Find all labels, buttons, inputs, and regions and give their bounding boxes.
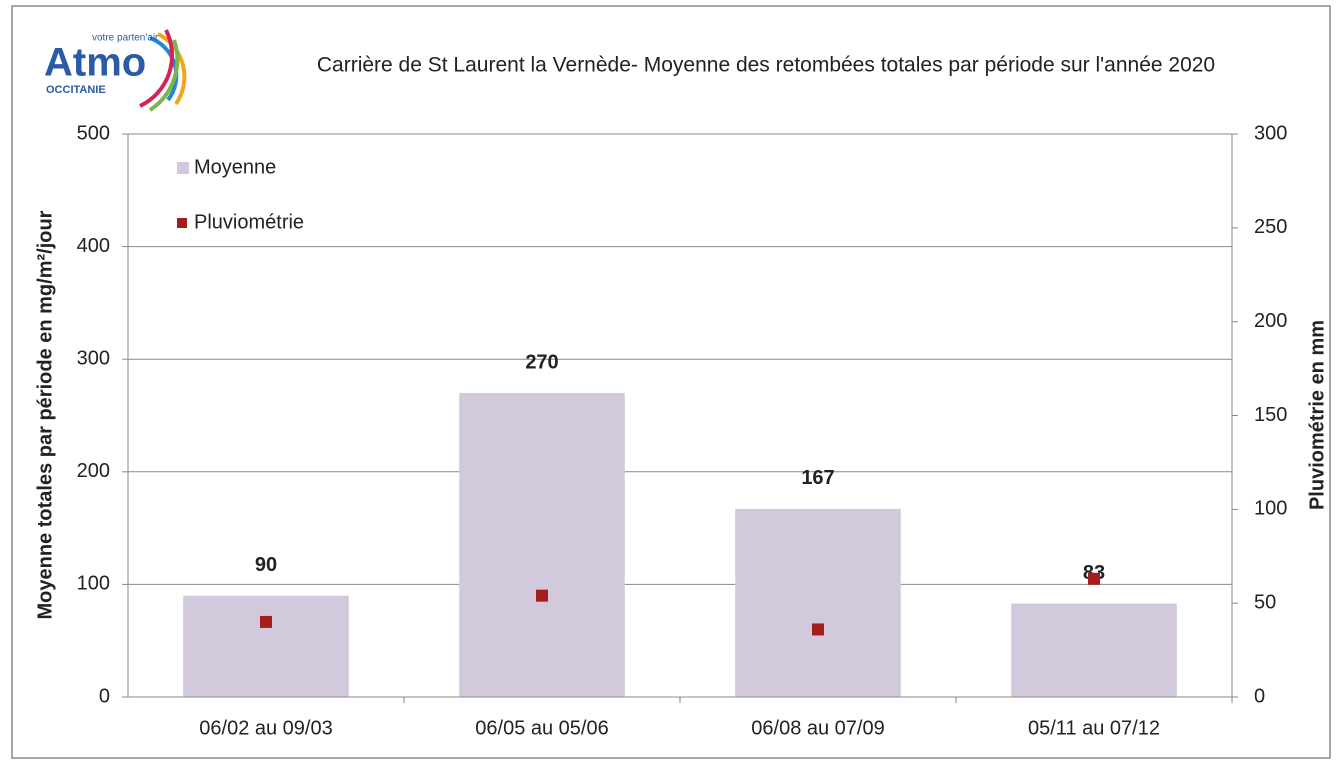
logo-name: Atmo: [44, 41, 146, 85]
bar: [183, 595, 349, 697]
y-tick-label: 400: [77, 235, 110, 257]
data-label: 270: [525, 351, 558, 373]
y2-tick-label: 250: [1254, 216, 1287, 238]
x-tick-label: 06/05 au 05/06: [475, 717, 608, 739]
marker: [1088, 572, 1100, 585]
marker: [812, 623, 824, 636]
y2-tick-label: 150: [1254, 404, 1287, 426]
y-tick-label: 200: [77, 460, 110, 482]
data-label: 90: [255, 554, 277, 576]
data-label: 167: [801, 467, 834, 489]
bar: [459, 392, 625, 697]
y2-tick-label: 50: [1254, 591, 1276, 613]
y-tick-label: 0: [99, 685, 110, 707]
x-tick-label: 06/08 au 07/09: [751, 717, 884, 739]
y-tick-label: 100: [77, 573, 110, 595]
chart-title: Carrière de St Laurent la Vernède- Moyen…: [317, 54, 1215, 77]
bar: [1011, 603, 1177, 697]
y2-tick-label: 100: [1254, 498, 1287, 520]
x-tick-label: 05/11 au 07/12: [1028, 717, 1160, 739]
bar: [735, 508, 901, 697]
logo: Atmo votre parten'air OCCITANIE: [44, 29, 187, 112]
logo-tagline: votre parten'air: [92, 33, 159, 44]
y2-axis-label: Pluviométrie en mm: [1306, 320, 1328, 510]
marker: [536, 589, 548, 602]
y2-tick-label: 0: [1254, 685, 1265, 707]
y2-tick-label: 200: [1254, 310, 1287, 332]
legend-swatch: [177, 162, 189, 174]
y2-tick-label: 300: [1254, 122, 1287, 144]
y-tick-label: 300: [77, 347, 110, 369]
y-tick-label: 500: [77, 122, 110, 144]
logo-region: OCCITANIE: [46, 84, 106, 96]
legend-label: Moyenne: [194, 156, 276, 178]
marker: [260, 615, 272, 628]
y-axis-label: Moyenne totales par période en mg/m²/jou…: [34, 210, 56, 619]
x-tick-label: 06/02 au 09/03: [199, 717, 332, 739]
legend-label: Pluviométrie: [194, 211, 304, 233]
legend-swatch: [177, 218, 187, 228]
